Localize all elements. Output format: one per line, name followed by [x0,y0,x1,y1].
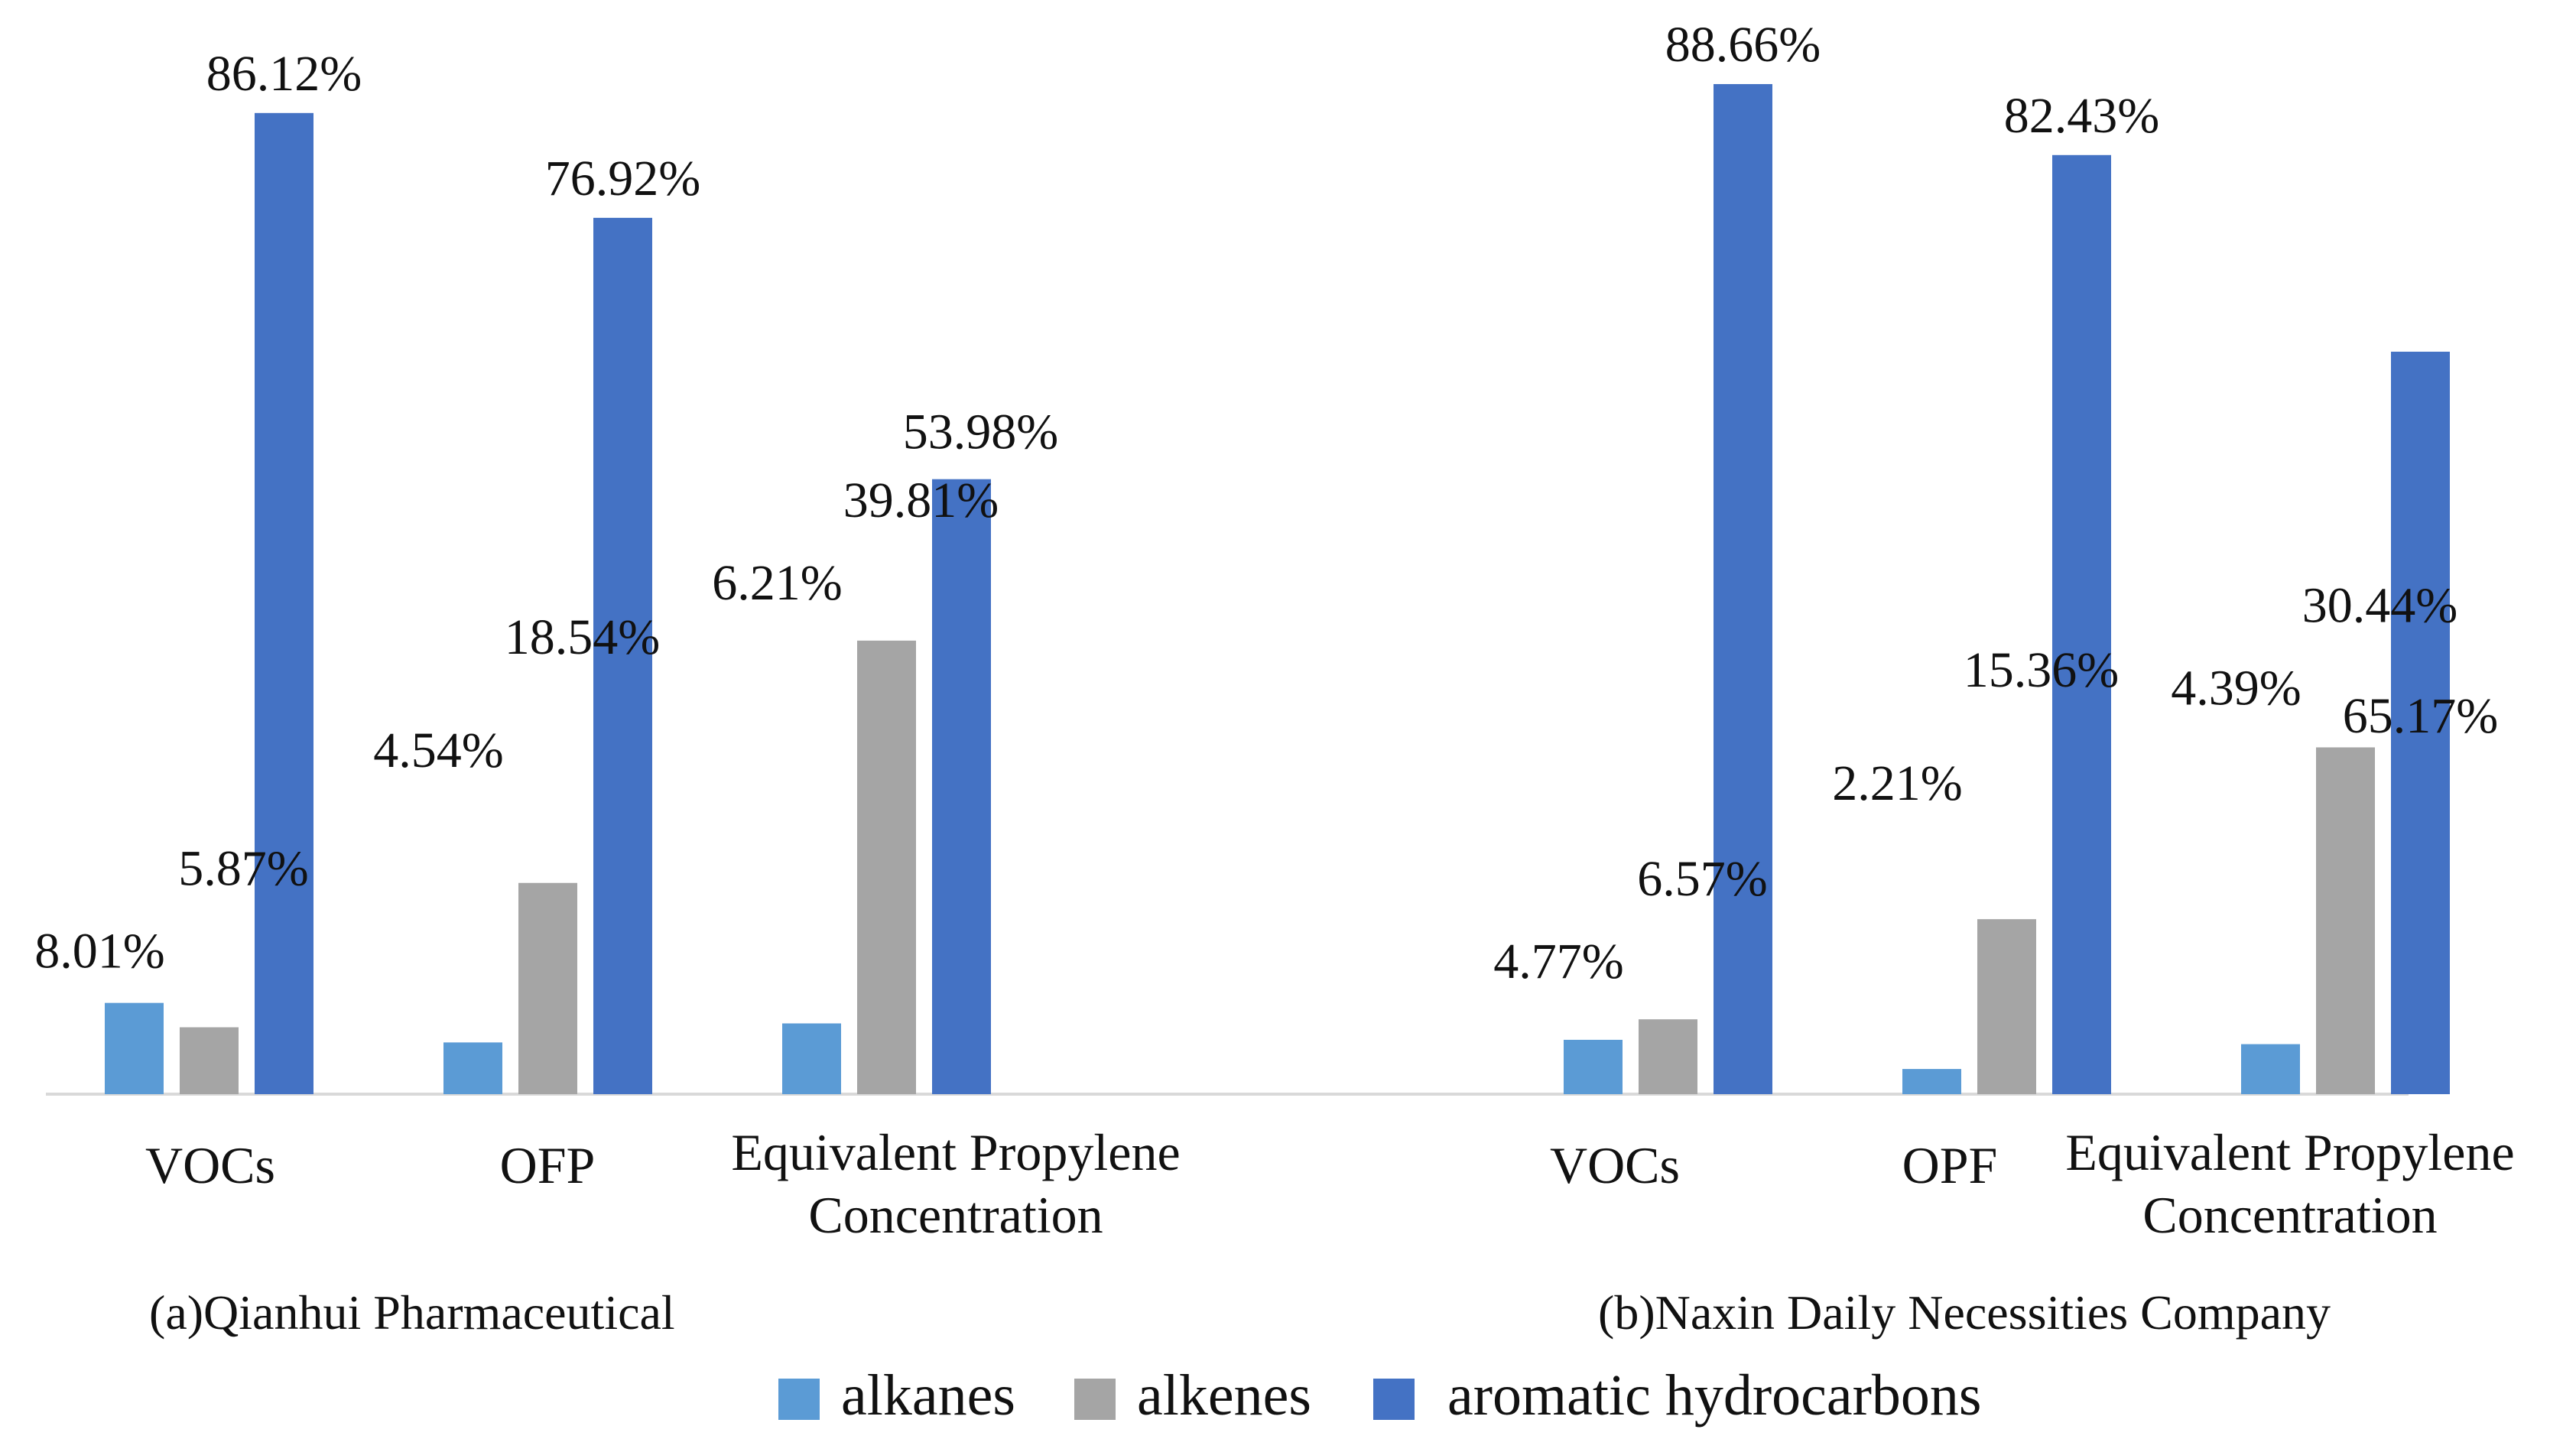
panel-title-a: (a)Qianhui Pharmaceutical [149,1285,675,1340]
legend-swatch-alkenes [1074,1379,1116,1420]
bar-aromatic-hydrocarbons-g1-c0 [1714,83,1772,1094]
bar-alkanes-g1-c1 [1902,1069,1961,1094]
data-labels-layer: 8.01% 5.87% 86.12% 4.54% 18.54% 76.92% 6.21%39… [34,17,2498,989]
data-label-alkenes-g1-c2: 30.44% [2302,577,2457,633]
bar-aromatic-hydrocarbons-g0-c2 [932,479,991,1094]
legend-swatch-alkanes [778,1379,820,1420]
bar-alkenes-g1-c1 [1977,919,2036,1094]
bar-aromatic-hydrocarbons-g0-c1 [593,217,652,1095]
bar-alkenes-g0-c0 [180,1027,239,1094]
bar-alkenes-g0-c2 [857,640,916,1094]
bar-alkanes-g1-c0 [1564,1039,1623,1094]
data-label-aromatic-hydrocarbons-g1-c1: 82.43% [2004,88,2159,144]
category-label-g1-c2-line1: Concentration [2142,1186,2437,1244]
data-label-aromatic-hydrocarbons-g1-c0: 88.66% [1665,17,1821,73]
data-label-alkanes-g0-c2: 6.21% [712,555,842,611]
bar-alkanes-g0-c0 [105,1002,164,1094]
data-label-alkenes-g0-c1: 18.54% [505,609,660,665]
panel-title-b: (b)Naxin Daily Necessities Company [1598,1285,2331,1340]
bars-layer [105,83,2450,1095]
bar-alkanes-g1-c2 [2241,1044,2300,1094]
bar-aromatic-hydrocarbons-g1-c2 [2391,351,2450,1094]
data-label-alkanes-g1-c0: 4.77% [1493,934,1623,989]
legend-label-aromatic-hydrocarbons: aromatic hydrocarbons [1447,1363,1982,1428]
data-label-aromatic-hydrocarbons-g0-c0: 86.12% [206,46,362,102]
legend-label-alkenes: alkenes [1137,1363,1311,1428]
category-label-g1-c1-line0: OPF [1902,1136,1998,1194]
legend: alkanes alkenes aromatic hydrocarbons [778,1363,1982,1428]
category-label-g0-c1-line0: OFP [500,1136,596,1194]
category-labels-layer: VOCs OFP Equivalent PropyleneConcentration… [145,1123,2515,1244]
data-label-alkanes-g0-c0: 8.01% [34,924,164,979]
data-label-aromatic-hydrocarbons-g1-c2: 65.17% [2343,688,2498,744]
data-label-alkenes-g1-c1: 15.36% [1964,642,2119,698]
data-label-alkenes-g1-c0: 6.57% [1637,851,1767,907]
data-label-alkanes-g0-c1: 4.54% [373,723,503,778]
category-label-g0-c2-line0: Equivalent Propylene [731,1123,1180,1181]
bar-alkanes-g0-c2 [782,1023,841,1094]
bar-alkenes-g1-c0 [1639,1019,1697,1094]
category-label-g1-c0-line0: VOCs [1550,1136,1680,1194]
bar-aromatic-hydrocarbons-g1-c1 [2052,154,2111,1095]
bar-alkenes-g0-c1 [518,882,577,1094]
data-label-alkanes-g1-c2: 4.39% [2171,660,2301,716]
bar-alkanes-g0-c1 [443,1042,502,1094]
data-label-alkanes-g1-c1: 2.21% [1832,755,1962,811]
data-label-alkenes-g0-c2: 39.81% [843,473,999,528]
data-label-alkenes-g0-c0: 5.87% [178,841,308,897]
bar-alkenes-g1-c2 [2316,747,2375,1094]
legend-swatch-aromatic-hydrocarbons [1373,1379,1415,1420]
category-label-g0-c0-line0: VOCs [145,1136,275,1194]
legend-label-alkanes: alkanes [841,1363,1015,1428]
category-label-g1-c2-line0: Equivalent Propylene [2065,1123,2514,1181]
category-label-g0-c2-line1: Concentration [808,1186,1103,1244]
bar-aromatic-hydrocarbons-g0-c0 [255,112,313,1094]
data-label-aromatic-hydrocarbons-g0-c2: 53.98% [903,404,1058,460]
data-label-aromatic-hydrocarbons-g0-c1: 76.92% [545,151,700,206]
